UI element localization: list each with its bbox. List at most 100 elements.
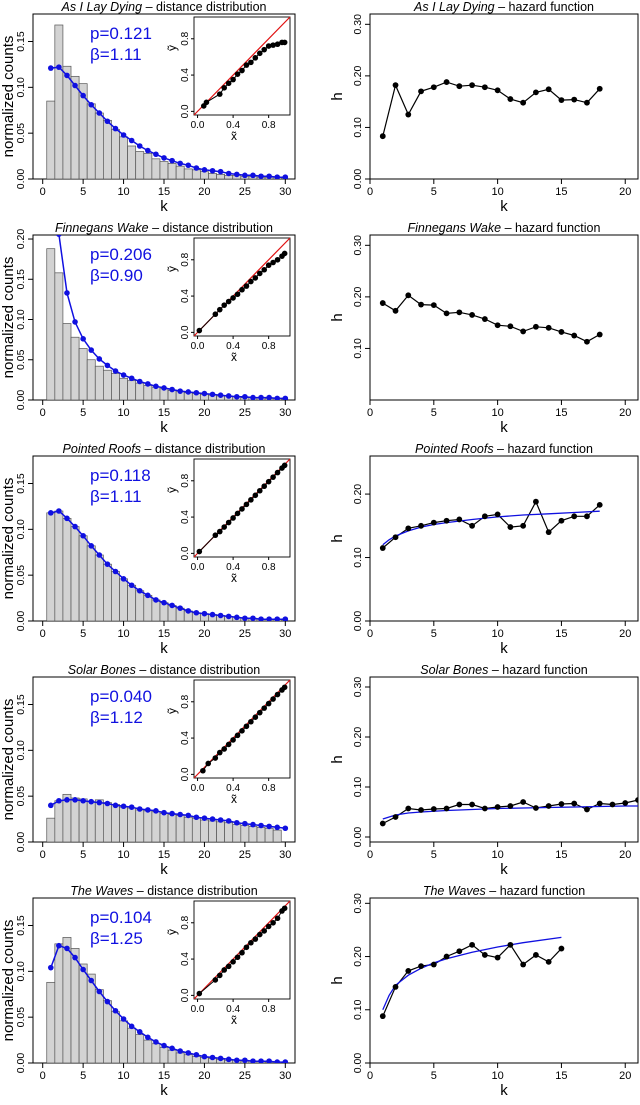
fit-point [258, 394, 264, 400]
histogram-bar [200, 819, 209, 842]
plot-frame [369, 897, 639, 1064]
fit-point [136, 806, 143, 812]
p-parameter-label: p=0.118 [90, 466, 151, 485]
histogram-bar [103, 1000, 112, 1063]
hazard-point [405, 805, 412, 812]
hazard-point [443, 805, 450, 812]
inset-point [274, 469, 281, 476]
panel-title: Pointed Roofs – distance distribution [63, 442, 266, 456]
histogram-bar [86, 359, 96, 400]
x-tick-label: 25 [239, 849, 251, 861]
histogram-bar [216, 821, 225, 842]
hazard-point [430, 806, 437, 812]
histogram-bar [151, 1043, 161, 1063]
histogram-bar [111, 804, 120, 842]
x-tick-label: 5 [431, 407, 437, 419]
hazard-point [635, 797, 638, 803]
distance-panel: The Waves – distance distribution 0 5 10 15 2… [0, 884, 296, 1099]
hazard-panel: Pointed Roofs – hazard function 0 5 10 15 20 0… [329, 442, 639, 657]
histogram-bar [86, 973, 96, 1063]
fit-point [120, 576, 127, 582]
hazard-point [481, 513, 488, 520]
fit-point [104, 561, 111, 567]
inset-point [230, 737, 236, 743]
fit-point [233, 614, 240, 621]
y-axis-label: h [329, 313, 346, 321]
hazard-point [405, 968, 412, 974]
fit-point [153, 1039, 159, 1045]
fit-point [266, 1058, 272, 1063]
hazard-point [469, 82, 475, 89]
hazard-line [382, 294, 600, 343]
inset-y-tick-label: 0.0 [180, 767, 191, 781]
fit-point [233, 171, 240, 178]
fit-point [47, 964, 54, 971]
fit-point [169, 157, 175, 164]
histogram-bar [94, 989, 104, 1063]
y-tick-label: 0.05 [15, 1007, 27, 1028]
inset-point [252, 275, 259, 281]
fit-point [128, 375, 135, 382]
histogram-bar [127, 145, 137, 179]
hazard-point [558, 801, 565, 807]
title-rest: – hazard function [501, 221, 600, 235]
inset-point [243, 62, 250, 68]
inset-x-label: x̃ [231, 571, 237, 585]
hazard-point [545, 958, 552, 965]
hazard-point [520, 99, 527, 106]
histogram-bar [70, 948, 80, 1063]
y-tick-label: 0.00 [15, 390, 27, 411]
inset-y-tick-label: 0.0 [180, 325, 191, 339]
fit-point [209, 167, 216, 174]
title-rest: – hazard function [495, 0, 594, 14]
fit-point [242, 1057, 248, 1063]
fit-point [209, 816, 216, 822]
x-tick-label: 0 [367, 849, 373, 861]
hazard-point [379, 133, 386, 140]
hazard-point [418, 88, 424, 95]
fit-point [274, 616, 281, 621]
x-tick-label: 10 [491, 628, 503, 640]
identity-line [193, 16, 291, 116]
p-parameter-label: p=0.121 [90, 24, 152, 43]
histogram-bar [191, 817, 201, 842]
y-tick-label: 0.05 [15, 786, 27, 807]
fit-point [104, 800, 111, 807]
x-axis-label: k [500, 419, 508, 436]
fit-point [112, 125, 119, 132]
x-axis-label: k [160, 861, 168, 878]
histogram-bar [127, 807, 137, 842]
inset-x-tick-label: 0.4 [226, 120, 240, 131]
histogram-bar [119, 377, 128, 400]
fit-point [225, 818, 232, 824]
fit-point [56, 942, 62, 949]
fit-point [72, 523, 78, 530]
x-tick-label: 30 [279, 1070, 291, 1082]
inset-point [252, 714, 259, 721]
fit-point [242, 393, 248, 400]
y-tick-label: 0.15 [15, 694, 27, 715]
inset-point [256, 931, 263, 938]
histogram-bar [62, 323, 72, 400]
x-tick-label: 20 [619, 849, 631, 861]
fit-point [266, 394, 272, 400]
histogram-bar [119, 806, 128, 842]
fit-point [161, 385, 167, 391]
histogram-bar [78, 348, 88, 400]
data-layer [46, 235, 289, 400]
inset-point [270, 474, 276, 480]
x-tick-label: 20 [198, 407, 210, 419]
inset-y-label: ỹ [165, 708, 179, 714]
hazard-fit-curve [382, 510, 600, 546]
inset-plot: 0.0 0.4 0.8 0.0 0.4 0.8 x̃ ỹ [165, 16, 291, 143]
y-tick-label: 0.10 [15, 740, 27, 761]
hazard-point [596, 85, 603, 92]
hazard-point [418, 963, 424, 970]
histogram-bar [159, 161, 169, 179]
y-tick-label: 0.00 [15, 1053, 27, 1074]
inset-point [265, 923, 272, 930]
fit-point [145, 1034, 151, 1041]
fit-point [96, 110, 103, 116]
hazard-point [430, 519, 437, 526]
histogram-bar [119, 1020, 128, 1063]
